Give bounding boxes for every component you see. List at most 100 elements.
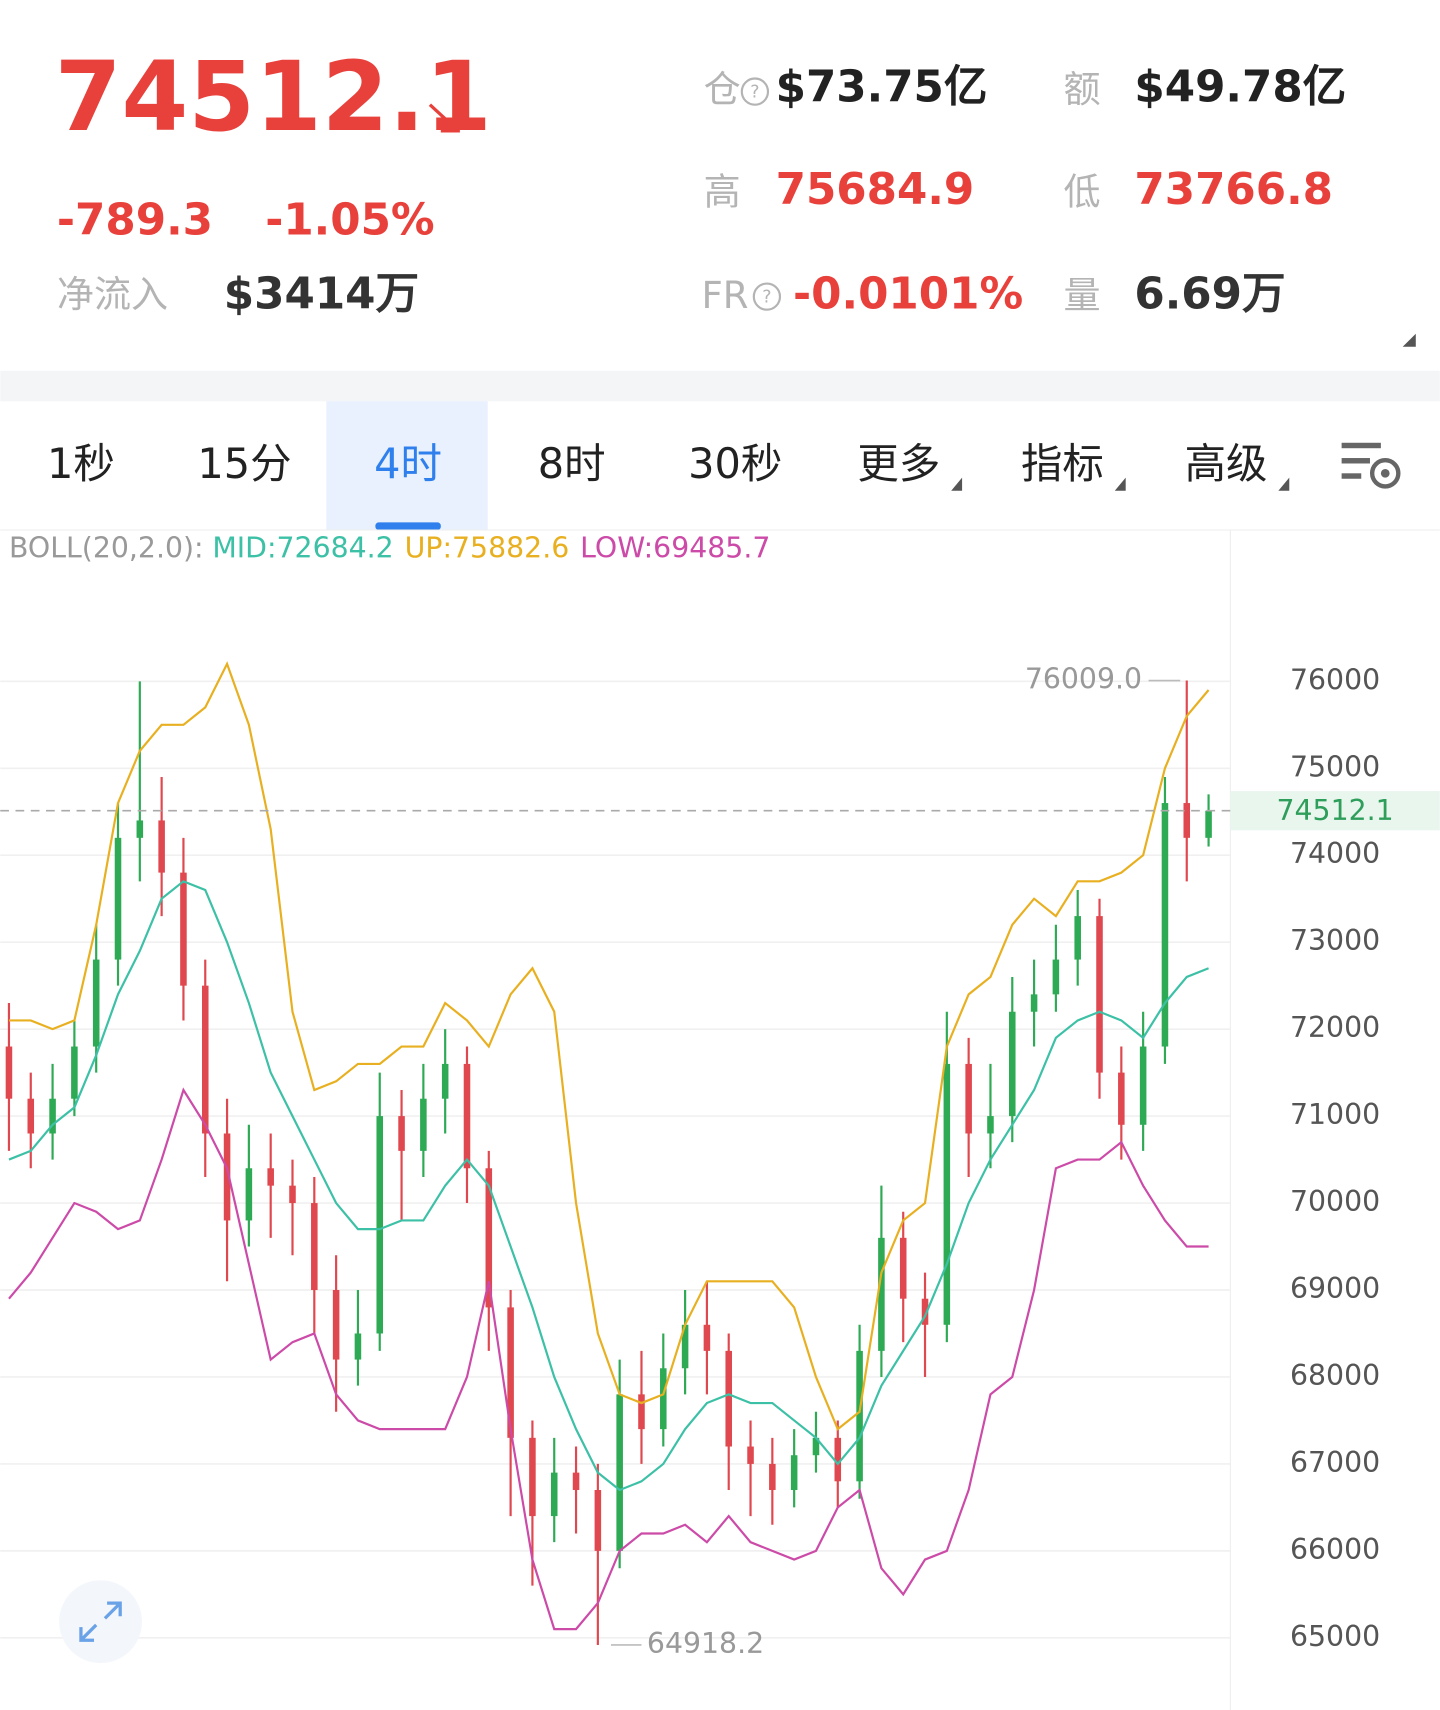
candle-body bbox=[921, 1298, 929, 1325]
candle-body bbox=[747, 1446, 754, 1464]
tab[interactable]: 8时 bbox=[538, 440, 606, 488]
active-tab-bg bbox=[326, 401, 488, 531]
candle-body bbox=[1008, 1011, 1016, 1117]
last-price: 74512.1 bbox=[55, 41, 492, 153]
y-tick-label: 76000 bbox=[1290, 663, 1380, 696]
stat-label: FR bbox=[701, 274, 748, 317]
legend-entry: LOW:69485.7 bbox=[580, 532, 770, 565]
candle-body bbox=[550, 1472, 558, 1517]
settings-icon[interactable] bbox=[1341, 442, 1401, 489]
candle-body bbox=[441, 1063, 449, 1099]
stat-label: 高 bbox=[704, 171, 741, 214]
candle-body bbox=[725, 1350, 732, 1447]
y-tick-label: 75000 bbox=[1290, 750, 1380, 783]
boll-line bbox=[8, 880, 1209, 1492]
chart: BOLL(20,2.0): MID:72684.2 UP:75882.6 LOW:69… bbox=[0, 532, 1440, 1660]
down-arrow bbox=[428, 103, 460, 133]
tab[interactable]: 更多 bbox=[857, 440, 940, 488]
last-price-label: 74512.1 bbox=[1276, 794, 1393, 827]
tab[interactable]: 高级 bbox=[1185, 440, 1268, 488]
stat-label: 仓 bbox=[704, 68, 741, 111]
candle-body bbox=[1074, 916, 1081, 960]
legend-entry: MID:72684.2 bbox=[212, 532, 393, 565]
y-tick-label: 73000 bbox=[1290, 924, 1380, 957]
tab[interactable]: 指标 bbox=[1021, 440, 1104, 488]
candle-body bbox=[354, 1333, 362, 1360]
divider bbox=[0, 370, 1440, 402]
svg-text:?: ? bbox=[750, 83, 759, 103]
dropdown-caret bbox=[951, 477, 963, 491]
boll-line bbox=[8, 1087, 1209, 1631]
y-tick-label: 72000 bbox=[1290, 1011, 1380, 1044]
candle-body bbox=[245, 1168, 253, 1221]
candle-body bbox=[71, 1046, 78, 1099]
candle-body bbox=[899, 1237, 907, 1299]
stat-value: $73.75亿 bbox=[776, 62, 988, 112]
stat-value: $49.78亿 bbox=[1134, 62, 1346, 112]
candle-body bbox=[158, 820, 165, 873]
dropdown-caret bbox=[1278, 477, 1290, 491]
dropdown-caret bbox=[1114, 477, 1126, 491]
candle-body bbox=[463, 1063, 471, 1169]
price-change: -789.3 bbox=[57, 195, 213, 245]
candle-body bbox=[180, 872, 187, 986]
tab[interactable]: 4时 bbox=[374, 440, 442, 488]
candle-body bbox=[507, 1307, 514, 1438]
candle-body bbox=[114, 837, 122, 960]
y-tick-label: 69000 bbox=[1290, 1272, 1380, 1305]
candle-body bbox=[376, 1116, 384, 1334]
tab[interactable]: 1秒 bbox=[47, 440, 115, 488]
net-inflow-label: 净流入 bbox=[57, 273, 168, 316]
candle-body bbox=[1205, 810, 1212, 838]
info-icon[interactable]: ? bbox=[752, 282, 782, 311]
stat-label: 额 bbox=[1064, 68, 1101, 111]
candle-body bbox=[332, 1290, 340, 1360]
candle-body bbox=[5, 1046, 13, 1099]
y-tick-label: 67000 bbox=[1290, 1446, 1380, 1479]
candle-body bbox=[572, 1472, 580, 1491]
stat-label: 低 bbox=[1064, 171, 1101, 214]
low-note: 64918.2 bbox=[647, 1627, 764, 1660]
candle-body bbox=[223, 1133, 231, 1221]
indicator-label: BOLL(20,2.0): bbox=[9, 532, 204, 565]
candle-body bbox=[136, 820, 144, 838]
y-tick-label: 71000 bbox=[1290, 1098, 1380, 1131]
candle-body bbox=[1096, 916, 1103, 1073]
candle-body bbox=[398, 1116, 405, 1151]
fullscreen-button[interactable] bbox=[59, 1580, 143, 1664]
tab-bar: 1秒 15分 4时 8时 30秒 更多 指标 高级 bbox=[47, 401, 1290, 531]
expand-corner[interactable] bbox=[1402, 333, 1416, 347]
legend-entry: UP:75882.6 bbox=[405, 532, 570, 565]
candle-body bbox=[594, 1490, 602, 1551]
candle-body bbox=[420, 1098, 427, 1151]
tab[interactable]: 30秒 bbox=[688, 440, 782, 488]
y-tick-label: 65000 bbox=[1290, 1620, 1380, 1653]
candle-body bbox=[834, 1437, 842, 1482]
candle-body bbox=[703, 1324, 711, 1351]
stat-value: 75684.9 bbox=[776, 165, 975, 215]
candle-body bbox=[965, 1063, 972, 1134]
candle-body bbox=[27, 1098, 35, 1134]
net-inflow: $3414万 bbox=[224, 270, 419, 320]
candle-body bbox=[812, 1437, 820, 1456]
candle-body bbox=[987, 1116, 994, 1134]
candle-body bbox=[1030, 994, 1038, 1012]
candle-body bbox=[1161, 803, 1169, 1047]
candle-body bbox=[49, 1098, 56, 1134]
candle-body bbox=[92, 959, 100, 1047]
candle-body bbox=[311, 1203, 318, 1291]
tab[interactable]: 15分 bbox=[197, 440, 291, 488]
candle-body bbox=[201, 985, 209, 1134]
candle-body bbox=[681, 1324, 689, 1369]
stat-value: 6.69万 bbox=[1134, 270, 1285, 320]
high-note: 76009.0 bbox=[1025, 663, 1142, 696]
boll-line bbox=[8, 661, 1210, 1431]
y-tick-label: 66000 bbox=[1290, 1533, 1380, 1566]
candle-body bbox=[485, 1168, 493, 1308]
info-icon[interactable]: ? bbox=[740, 77, 770, 106]
candle-body bbox=[1118, 1072, 1125, 1125]
svg-text:?: ? bbox=[762, 288, 771, 308]
y-tick-label: 70000 bbox=[1290, 1185, 1380, 1218]
